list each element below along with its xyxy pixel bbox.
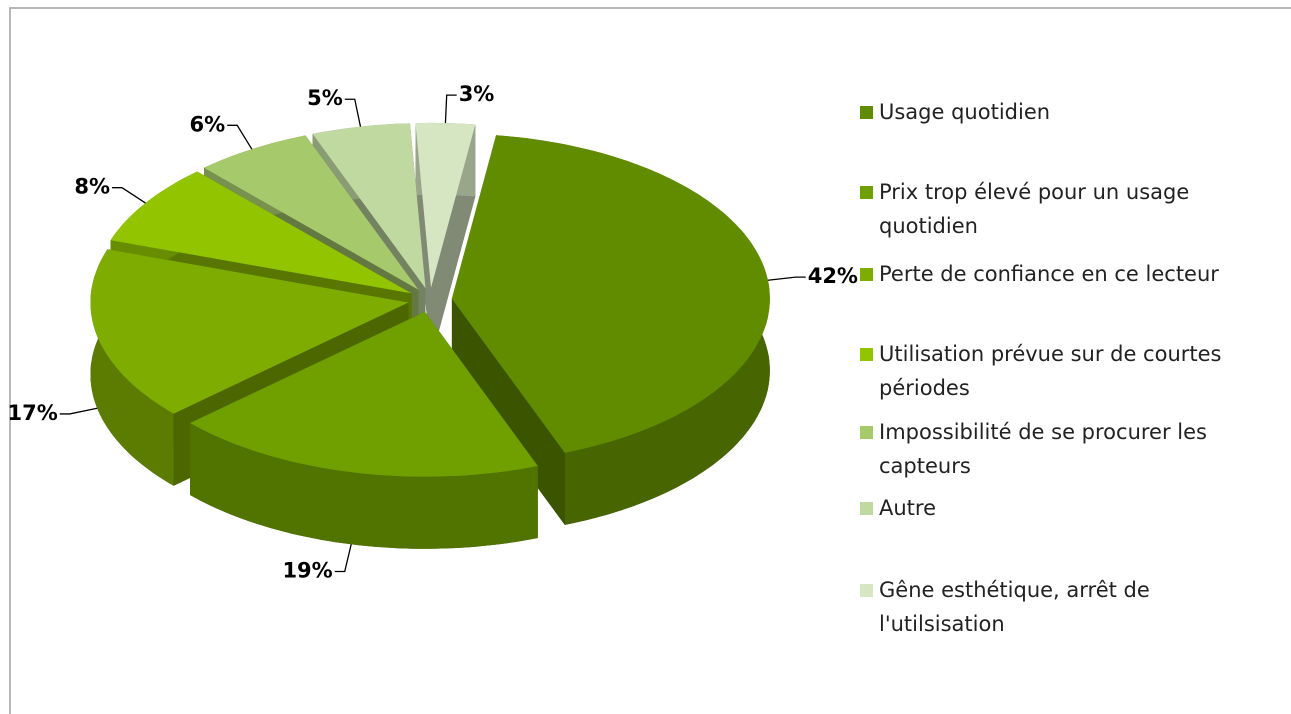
legend-item: Perte de confiance en ce lecteur	[860, 257, 1274, 291]
data-label: 3%	[459, 82, 495, 106]
leader-line	[59, 407, 98, 415]
legend-swatch	[860, 106, 873, 119]
slice	[190, 311, 538, 477]
legend-label: Perte de confiance en ce lecteur	[879, 262, 1219, 286]
legend-swatch	[860, 426, 873, 439]
slice	[110, 171, 412, 294]
slice-outer-wall	[190, 423, 538, 549]
legend-swatch	[860, 186, 873, 199]
leader-line	[344, 98, 362, 127]
legend-swatch	[860, 348, 873, 361]
legend-item: Autre	[860, 491, 1274, 525]
data-label: 42%	[808, 264, 858, 288]
slice	[415, 122, 476, 288]
data-label: 8%	[74, 175, 110, 199]
legend-swatch	[860, 502, 873, 515]
slice	[204, 135, 419, 290]
legend-swatch	[860, 268, 873, 281]
legend-label: Utilisation prévue sur de courtes périod…	[879, 342, 1222, 400]
legend-swatch	[860, 584, 873, 597]
data-label: 6%	[190, 112, 226, 136]
legend-item: Usage quotidien	[860, 95, 1274, 129]
slice-outer-wall	[90, 249, 174, 486]
slice	[312, 123, 426, 289]
leader-line	[444, 94, 457, 124]
legend-item: Utilisation prévue sur de courtes périod…	[860, 337, 1274, 405]
leader-line	[112, 187, 146, 204]
leader-line	[334, 544, 352, 573]
data-label: 17%	[8, 401, 58, 425]
slice	[90, 249, 409, 414]
legend-label: Usage quotidien	[879, 100, 1051, 124]
legend-item: Impossibilité de se procurer les capteur…	[860, 415, 1274, 483]
legend-label: Gêne esthétique, arrêt de l'utilsisation	[879, 578, 1150, 636]
legend-label: Prix trop élevé pour un usage quotidien	[879, 180, 1190, 238]
chart-border	[9, 7, 1291, 714]
data-label: 19%	[282, 559, 332, 583]
slices: 3% 5% 6% 8% 42% 17% 19%	[8, 82, 858, 582]
leader-line	[227, 124, 253, 150]
legend-item: Prix trop élevé pour un usage quotidien	[860, 175, 1274, 243]
slice	[451, 135, 770, 453]
data-label: 5%	[307, 86, 343, 110]
legend-label: Impossibilité de se procurer les capteur…	[879, 420, 1207, 478]
leader-line	[767, 276, 806, 281]
legend-item: Gêne esthétique, arrêt de l'utilsisation	[860, 573, 1274, 641]
legend-label: Autre	[879, 496, 937, 520]
